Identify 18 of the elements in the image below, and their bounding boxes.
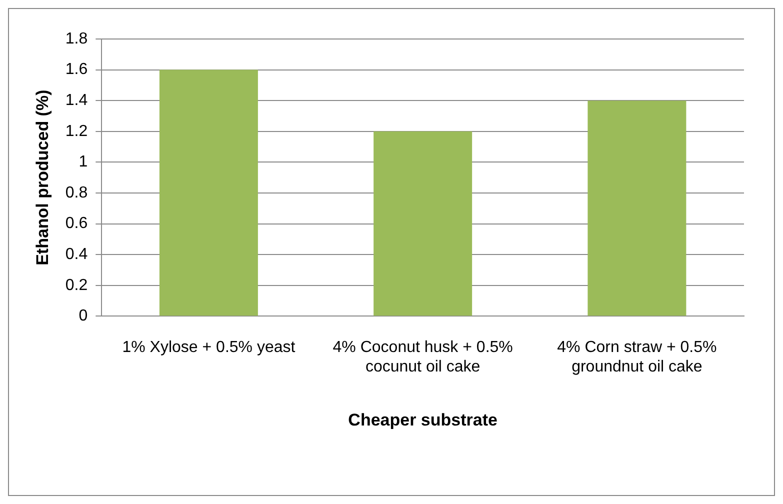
y-tick-label: 0.8 (65, 184, 88, 202)
x-tick-label: 1% Xylose + 0.5% yeast (122, 339, 296, 356)
bar (588, 100, 686, 316)
y-tick-label: 0.2 (65, 276, 88, 294)
y-tick-label: 1.6 (65, 61, 88, 78)
bar (374, 131, 472, 316)
y-tick-label: 0.6 (65, 215, 88, 232)
x-tick-label: 4% Corn straw + 0.5% groundnut oil cake (557, 339, 717, 376)
y-tick-label: 0.4 (65, 246, 88, 264)
y-tick-label: 1.2 (65, 122, 88, 140)
y-tick-label: 0 (78, 308, 88, 325)
bar (159, 70, 258, 316)
y-tick-label: 1.8 (65, 30, 88, 48)
y-axis-title: Ethanol produced (%) (32, 90, 52, 266)
x-tick-label: 4% Coconut husk + 0.5% cocunut oil cake (332, 339, 513, 376)
y-tick-label: 1 (78, 154, 88, 171)
x-axis-title: Cheaper substrate (348, 410, 498, 430)
y-tick-label: 1.4 (65, 92, 88, 110)
